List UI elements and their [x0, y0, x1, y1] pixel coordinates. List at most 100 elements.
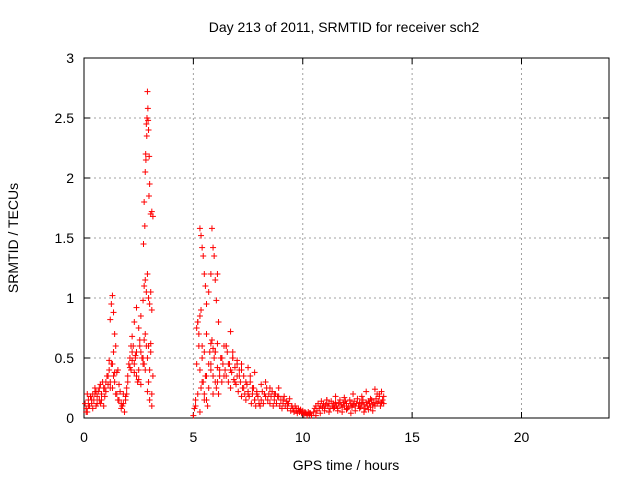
data-point — [301, 409, 308, 415]
data-point — [143, 133, 150, 139]
data-point — [211, 253, 218, 259]
data-point — [148, 307, 155, 313]
data-point — [131, 369, 138, 376]
chart-title: Day 213 of 2011, SRMTID for receiver sch… — [209, 19, 480, 35]
data-point — [203, 301, 210, 307]
data-point — [213, 385, 220, 391]
data-point — [257, 403, 264, 409]
data-point — [142, 277, 149, 283]
data-point — [218, 355, 225, 361]
data-point — [196, 225, 203, 232]
data-point — [144, 388, 151, 395]
data-point — [229, 349, 236, 355]
data-point — [356, 405, 363, 412]
data-point — [201, 271, 208, 277]
data-point — [247, 373, 254, 379]
data-point — [212, 349, 219, 355]
data-point — [227, 328, 234, 335]
data-point — [144, 271, 151, 277]
data-point — [113, 391, 120, 397]
data-point — [207, 271, 214, 277]
data-point — [216, 367, 223, 373]
data-point — [111, 331, 118, 337]
data-point — [94, 400, 101, 407]
data-point — [135, 325, 142, 331]
data-point — [258, 397, 265, 403]
data-point — [142, 157, 149, 163]
data-point — [262, 393, 269, 400]
data-point — [380, 400, 387, 407]
data-point — [112, 343, 119, 349]
data-point — [110, 373, 117, 379]
data-point — [141, 361, 148, 367]
data-point — [264, 397, 271, 403]
data-point — [223, 343, 230, 349]
data-point — [133, 349, 140, 355]
data-point — [89, 405, 96, 412]
data-point — [190, 412, 197, 419]
data-point — [207, 361, 214, 367]
data-point — [119, 403, 126, 409]
data-point — [196, 409, 203, 415]
data-point — [361, 409, 367, 415]
data-point — [141, 283, 148, 289]
y-tick-label: 1.5 — [55, 230, 75, 246]
data-point — [137, 313, 144, 319]
data-point — [312, 412, 319, 419]
grid — [84, 58, 609, 418]
data-point — [346, 397, 353, 403]
data-point — [367, 395, 374, 402]
data-point — [224, 349, 231, 355]
x-tick-label: 15 — [404, 429, 420, 445]
x-tick-label: 0 — [80, 429, 88, 445]
data-point — [365, 406, 372, 413]
data-point — [214, 379, 221, 385]
data-point — [146, 153, 153, 160]
data-point — [101, 393, 108, 400]
data-point — [132, 352, 139, 359]
data-point — [133, 373, 140, 379]
data-point — [369, 407, 376, 414]
data-point — [124, 373, 131, 379]
data-point — [332, 393, 339, 400]
data-point — [278, 405, 285, 412]
data-point — [148, 403, 155, 409]
data-point — [128, 343, 135, 349]
data-point — [240, 385, 247, 391]
data-point — [210, 373, 217, 379]
data-point — [149, 373, 156, 379]
data-point — [98, 397, 105, 403]
data-point — [281, 393, 288, 400]
y-tick-label: 0 — [66, 410, 74, 426]
data-point — [109, 361, 116, 367]
data-point — [142, 169, 149, 175]
data-point — [336, 397, 343, 403]
data-point — [286, 395, 293, 402]
x-tick-label: 20 — [514, 429, 530, 445]
data-point — [260, 400, 267, 407]
data-point — [84, 391, 91, 397]
data-point — [273, 400, 280, 407]
data-point — [249, 385, 256, 391]
data-point — [341, 394, 348, 401]
data-point — [146, 301, 153, 307]
data-point — [370, 399, 377, 406]
data-point — [380, 393, 387, 400]
data-point — [199, 379, 206, 385]
data-point — [143, 121, 150, 127]
data-point — [137, 381, 144, 388]
data-point — [210, 345, 217, 352]
data-point — [297, 407, 304, 414]
data-point — [107, 385, 114, 391]
data-point — [111, 369, 118, 376]
data-point — [198, 307, 205, 313]
data-point — [194, 319, 201, 325]
data-point — [330, 405, 337, 412]
data-point — [198, 385, 205, 391]
y-tick-label: 1 — [66, 290, 74, 306]
y-tick-label: 0.5 — [55, 350, 75, 366]
data-point — [145, 379, 152, 385]
data-point — [326, 409, 332, 415]
data-point — [107, 316, 114, 323]
